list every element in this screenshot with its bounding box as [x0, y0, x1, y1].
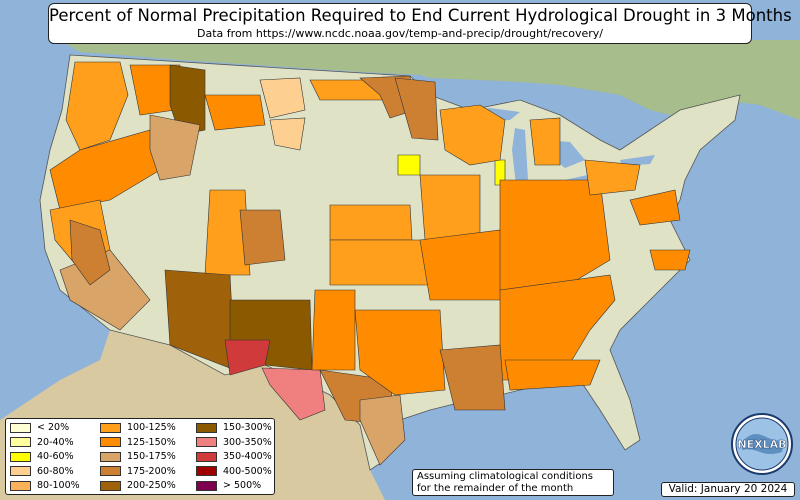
drought-region: [397, 154, 421, 176]
drought-region: [269, 117, 306, 151]
legend-item: > 500%: [196, 480, 261, 491]
drought-region: [311, 289, 356, 371]
legend-item: 100-125%: [100, 422, 176, 433]
drought-region: [649, 249, 691, 271]
legend-item: 125-150%: [100, 437, 176, 448]
map-title: Percent of Normal Precipitation Required…: [49, 6, 792, 25]
drought-region: [354, 309, 446, 396]
note-line-2: for the remainder of the month: [417, 483, 574, 494]
valid-date: Valid: January 20 2024: [661, 482, 795, 497]
drought-region: [629, 189, 681, 226]
drought-region: [419, 229, 506, 301]
legend-swatch: [196, 480, 217, 491]
legend-item: 400-500%: [196, 466, 272, 477]
drought-region: [204, 94, 266, 131]
legend-label: 350-400%: [223, 451, 272, 462]
legend-swatch: [100, 466, 121, 476]
drought-region: [529, 117, 561, 166]
lake-michigan: [512, 128, 528, 185]
legend-label: 60-80%: [37, 465, 74, 477]
drought-region: [439, 344, 506, 411]
drought-region: [359, 394, 406, 466]
legend-swatch: [100, 451, 121, 462]
legend-label: 80-100%: [37, 480, 80, 491]
drought-region: [65, 61, 129, 151]
drought-region: [329, 204, 413, 241]
legend-label: < 20%: [37, 422, 70, 433]
legend-item: 300-350%: [196, 437, 272, 448]
legend-swatch: [10, 480, 31, 491]
legend-item: 60-80%: [10, 466, 74, 477]
legend-label: 150-175%: [127, 451, 176, 462]
legend-item: 40-60%: [10, 451, 74, 462]
nexlab-logo: NEXLAB: [731, 413, 793, 475]
legend-swatch: [196, 451, 217, 462]
legend-label: 40-60%: [37, 451, 74, 462]
legend-swatch: [10, 451, 31, 462]
legend-label: 400-500%: [223, 465, 272, 477]
map-subtitle: Data from https://www.ncdc.noaa.gov/temp…: [197, 27, 603, 40]
drought-region: [504, 359, 601, 391]
legend-label: > 500%: [223, 480, 262, 491]
legend-item: 350-400%: [196, 451, 272, 462]
drought-region: [439, 104, 506, 166]
legend-item: 150-175%: [100, 451, 176, 462]
legend-item: 80-100%: [10, 480, 80, 491]
drought-region: [499, 179, 611, 291]
legend-item: 20-40%: [10, 437, 74, 448]
drought-region: [259, 77, 306, 119]
legend-swatch: [196, 422, 217, 433]
assumption-note: Assuming climatological conditions for t…: [412, 469, 614, 496]
legend-swatch: [10, 466, 31, 476]
lake-ontario: [620, 155, 655, 166]
drought-region: [419, 174, 481, 241]
drought-region: [149, 114, 201, 181]
drought-region: [239, 209, 286, 266]
legend-swatch: [10, 422, 31, 433]
legend-label: 150-300%: [223, 422, 272, 433]
legend-label: 300-350%: [223, 436, 272, 448]
legend-swatch: [100, 437, 121, 447]
legend-swatch: [10, 437, 31, 447]
legend-label: 20-40%: [37, 436, 74, 448]
note-line-1: Assuming climatological conditions: [417, 471, 593, 482]
legend-swatch: [196, 466, 217, 476]
drought-region: [261, 367, 326, 421]
drought-region: [584, 159, 641, 196]
legend-item: 175-200%: [100, 466, 176, 477]
legend-item: 200-250%: [100, 480, 176, 491]
legend-swatch: [100, 422, 121, 433]
drought-region: [224, 339, 271, 376]
drought-region: [394, 77, 439, 141]
legend: < 20% 20-40% 40-60% 60-80% 80-100% 100-125% 12…: [5, 418, 275, 495]
legend-label: 200-250%: [127, 480, 176, 491]
drought-region: [69, 219, 111, 286]
legend-label: 125-150%: [127, 436, 176, 448]
legend-item: 150-300%: [196, 422, 272, 433]
legend-label: 100-125%: [127, 422, 176, 433]
drought-region: [204, 189, 251, 276]
title-box: Percent of Normal Precipitation Required…: [48, 3, 792, 44]
legend-item: < 20%: [10, 422, 69, 433]
logo-text: NEXLAB: [737, 438, 786, 451]
drought-region: [329, 239, 431, 286]
canada-region: [60, 40, 800, 120]
legend-swatch: [196, 437, 217, 447]
legend-swatch: [100, 480, 121, 491]
legend-label: 175-200%: [127, 465, 176, 477]
